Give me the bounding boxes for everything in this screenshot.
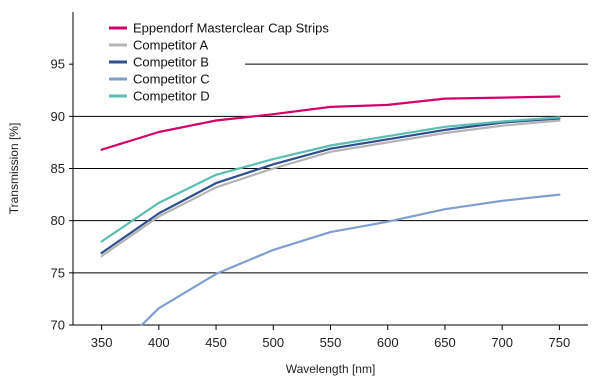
legend-entry: Competitor B (133, 55, 209, 70)
x-tick-label: 400 (148, 335, 170, 350)
x-tick-label: 600 (377, 335, 399, 350)
gridlines (73, 63, 588, 274)
legend: Eppendorf Masterclear Cap Strips Competit… (109, 21, 329, 104)
series-line-2 (100, 117, 561, 255)
y-tick-label: 85 (51, 161, 65, 176)
series-line-0 (100, 95, 561, 151)
y-tick-label: 70 (51, 318, 65, 333)
legend-entry: Competitor D (133, 89, 210, 104)
x-tick-label: 500 (262, 335, 284, 350)
legend-entry: Competitor C (133, 72, 210, 87)
axes (69, 12, 588, 330)
x-tick-labels: 350 400 450 500 550 600 650 700 750 (91, 335, 570, 350)
legend-entry: Eppendorf Masterclear Cap Strips (133, 21, 329, 36)
y-tick-label: 95 (51, 57, 65, 72)
series-line-4 (100, 116, 561, 243)
x-tick-label: 550 (320, 335, 342, 350)
x-tick-label: 650 (434, 335, 456, 350)
legend-entry: Competitor A (133, 38, 208, 53)
y-tick-label: 90 (51, 109, 65, 124)
y-axis-label: Transmission [%] (7, 123, 21, 215)
x-tick-label: 750 (549, 335, 571, 350)
x-axis-label: Wavelength [nm] (286, 362, 376, 376)
series-lines (100, 95, 561, 327)
y-tick-label: 75 (51, 265, 65, 280)
series-line-3 (140, 193, 561, 327)
y-tick-label: 80 (51, 213, 65, 228)
x-tick-label: 450 (205, 335, 227, 350)
x-tick-label: 700 (491, 335, 513, 350)
x-tick-label: 350 (91, 335, 113, 350)
series-line-1 (100, 119, 561, 258)
y-tick-labels: 70 75 80 85 90 95 (51, 57, 65, 333)
